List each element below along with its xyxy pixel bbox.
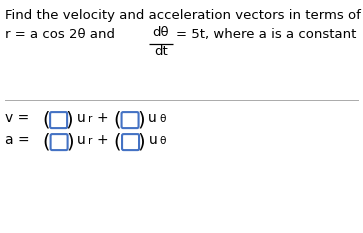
Text: ): )	[66, 110, 73, 129]
Text: r = a cos 2θ and: r = a cos 2θ and	[5, 28, 115, 41]
FancyBboxPatch shape	[122, 112, 139, 128]
Text: ): )	[138, 132, 145, 151]
Text: (: (	[42, 132, 50, 151]
Text: u: u	[77, 111, 85, 125]
Text: r: r	[88, 136, 93, 145]
Text: a =: a =	[5, 133, 34, 147]
Text: r: r	[88, 113, 92, 123]
Text: dθ: dθ	[152, 26, 169, 39]
Text: Find the velocity and acceleration vectors in terms of u: Find the velocity and acceleration vecto…	[5, 9, 363, 22]
FancyBboxPatch shape	[122, 134, 139, 150]
Text: θ: θ	[159, 113, 166, 123]
Text: u: u	[148, 133, 157, 147]
FancyBboxPatch shape	[50, 112, 67, 128]
Text: +: +	[97, 133, 109, 147]
FancyBboxPatch shape	[50, 134, 68, 150]
Text: ): )	[66, 132, 74, 151]
Text: dt: dt	[154, 45, 168, 58]
Text: u: u	[148, 111, 157, 125]
Text: θ: θ	[160, 136, 166, 145]
Text: ): )	[137, 110, 145, 129]
Text: v =: v =	[5, 111, 34, 125]
Text: (: (	[42, 110, 49, 129]
Text: (: (	[114, 132, 121, 151]
Text: (: (	[113, 110, 121, 129]
Text: +: +	[97, 111, 108, 125]
Text: = 5t, where a is a constant: = 5t, where a is a constant	[176, 28, 356, 41]
Text: u: u	[77, 133, 86, 147]
